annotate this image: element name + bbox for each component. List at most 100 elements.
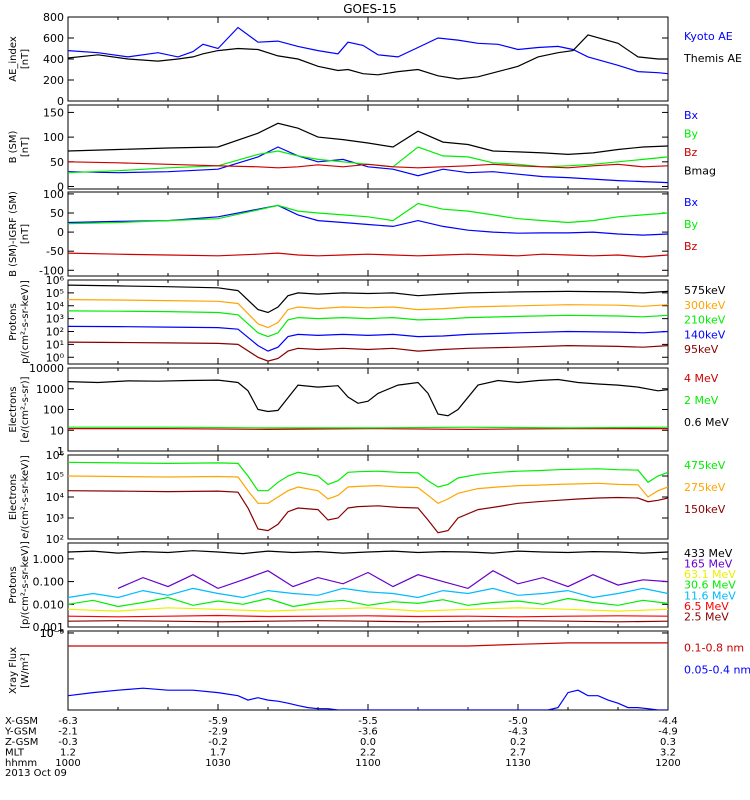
- y-axis-label: Protons: [8, 303, 19, 340]
- panel-protons2: 0.001 0.010 0.100 1.000 Protons [p/(cm²-s-sr-…: [8, 541, 736, 634]
- series-line-kyoto-ae: [68, 26, 668, 75]
- panel-bmag: 0 50 100 150 B (SM) [nT] Bx By Bz Bmag: [8, 104, 716, 194]
- series-line-bz: [68, 252, 668, 258]
- x-row-value: 1130: [505, 758, 530, 769]
- y-tick-label: 50: [50, 207, 64, 220]
- panel-ae: 0 200 400 600 800 AE_index [nT] Kyoto AE Themis …: [8, 11, 742, 108]
- legend-entry: 63.1 MeV: [684, 568, 736, 581]
- y-tick-label: 600: [43, 32, 64, 45]
- x-row-value: -4.3: [508, 727, 528, 738]
- y-tick-label: 10²: [46, 533, 64, 546]
- legend-entry: 140keV: [684, 328, 726, 341]
- legend-entry: Bx: [684, 109, 699, 122]
- y-tick-label: 1: [57, 445, 64, 458]
- series-line-0-6-mev: [68, 378, 668, 417]
- legend-entry: 4 MeV: [684, 372, 719, 385]
- x-row-label: X-GSM: [5, 716, 38, 727]
- y-tick-label: 10⁶: [46, 449, 65, 462]
- y-tick-label: 50: [50, 156, 64, 169]
- x-row-value: 3.2: [660, 748, 676, 759]
- panel-electrons2: 10² 10³ 10⁴ 10⁵ 10⁶ Electrons e/(cm²-s-sr-keV)…: [8, 449, 726, 546]
- x-row-value: 1030: [205, 758, 230, 769]
- x-row-value: 1200: [655, 758, 680, 769]
- y-axis-unit: [nT]: [20, 49, 31, 69]
- y-tick-label: 10⁵: [46, 287, 64, 300]
- legend-entry: 300keV: [684, 299, 726, 312]
- y-axis-label: Electrons: [8, 386, 19, 432]
- legend-entry: Kyoto AE: [684, 30, 733, 43]
- panel-frame: [67, 542, 669, 628]
- y-tick-label: 10000: [29, 362, 64, 375]
- series-line-210kev: [68, 310, 668, 338]
- y-tick-label: 10⁰: [46, 351, 65, 364]
- series-line-95kev: [68, 341, 668, 362]
- x-row-value: 2.2: [360, 748, 376, 759]
- y-tick-label: 0.010: [33, 598, 65, 611]
- x-row-value: 1000: [55, 758, 80, 769]
- y-tick-label: 10⁴: [46, 491, 65, 504]
- y-tick-label: 0.100: [33, 576, 65, 589]
- x-row-label: Y-GSM: [4, 727, 37, 738]
- y-tick-label: 10: [50, 424, 64, 437]
- series-line-0-1-0-8-nm: [68, 642, 668, 647]
- series-line-6-5-mev: [68, 614, 668, 618]
- y-tick-label: -50: [46, 245, 64, 258]
- y-tick-label: 200: [43, 74, 64, 87]
- y-axis-label: Xray Flux: [8, 647, 19, 694]
- y-axis-label: B (SM)-IGRF (SM): [8, 191, 19, 277]
- y-tick-label: 100: [43, 404, 64, 417]
- y-tick-label: 10²: [46, 326, 64, 339]
- x-row-label: MLT: [5, 748, 25, 759]
- x-row-value: -3.6: [358, 727, 378, 738]
- y-tick-label: 800: [43, 11, 64, 24]
- series-line-themis-ae: [68, 34, 668, 80]
- x-row-label: Z-GSM: [5, 737, 38, 748]
- legend-entry: Themis AE: [683, 52, 742, 65]
- y-tick-label: 100: [43, 188, 64, 201]
- x-row-label: hhmm: [5, 758, 37, 769]
- y-tick-label: 10⁻⁹: [40, 627, 64, 640]
- legend-entry: 6.5 MeV: [684, 600, 729, 613]
- legend-entry: Bx: [684, 196, 699, 209]
- y-tick-label: 10¹: [46, 338, 64, 351]
- panel-frame: [67, 367, 669, 452]
- y-axis-unit: e/(cm²-s-sr-keV)]: [20, 455, 31, 539]
- x-axis-table: X-GSM -6.3 -5.9 -5.5 -5.0 -4.4 Y-GSM -2.1 -2.9 -3…: [4, 716, 681, 779]
- y-axis-label: AE_index: [8, 36, 19, 82]
- series-line-11-6-mev: [68, 587, 668, 599]
- legend-entry: 2.5 MeV: [684, 610, 729, 623]
- x-row-value: -4.9: [658, 727, 678, 738]
- legend-entry: 165 MeV: [684, 558, 733, 571]
- y-axis-unit: [p/(cm²-s-sr-keV)]: [20, 541, 31, 629]
- x-row-value: 0.2: [510, 737, 526, 748]
- y-axis-label: B (SM): [8, 130, 19, 163]
- series-line-2-mev: [68, 426, 668, 429]
- panel-frame: [67, 104, 669, 190]
- x-row-value: 1100: [355, 758, 380, 769]
- series-line-300kev: [68, 299, 668, 329]
- legend-entry: 30.6 MeV: [684, 579, 736, 592]
- legend-entry: 95keV: [684, 343, 719, 356]
- y-tick-label: 10⁻⁶: [40, 627, 65, 640]
- legend-entry: By: [684, 218, 699, 231]
- y-tick-label: 10³: [46, 512, 64, 525]
- legend-entry: 0.6 MeV: [684, 416, 729, 429]
- panel-frame: [67, 16, 669, 102]
- series-line-63-1-mev: [68, 607, 668, 612]
- legend-entry: 0.1-0.8 nm: [684, 642, 744, 655]
- legend-entry: 475keV: [684, 459, 726, 472]
- x-row-value: -6.3: [58, 716, 78, 727]
- x-row-value: 1.2: [60, 748, 76, 759]
- legend-entry: 210keV: [684, 314, 726, 327]
- x-row-value: -5.9: [208, 716, 228, 727]
- y-tick-label: 100: [43, 131, 64, 144]
- panel-bdiff: -100 -50 0 50 100 B (SM)-IGRF (SM) [nT] Bx By Bz: [8, 188, 699, 277]
- y-tick-label: 1.000: [33, 553, 65, 566]
- y-tick-label: 0: [57, 181, 64, 194]
- date-label: 2013 Oct 09: [5, 768, 67, 779]
- series-line-140kev: [68, 325, 668, 352]
- series-line-275kev: [68, 475, 668, 504]
- legend-entry: 275keV: [684, 481, 726, 494]
- x-row-value: -0.2: [208, 737, 228, 748]
